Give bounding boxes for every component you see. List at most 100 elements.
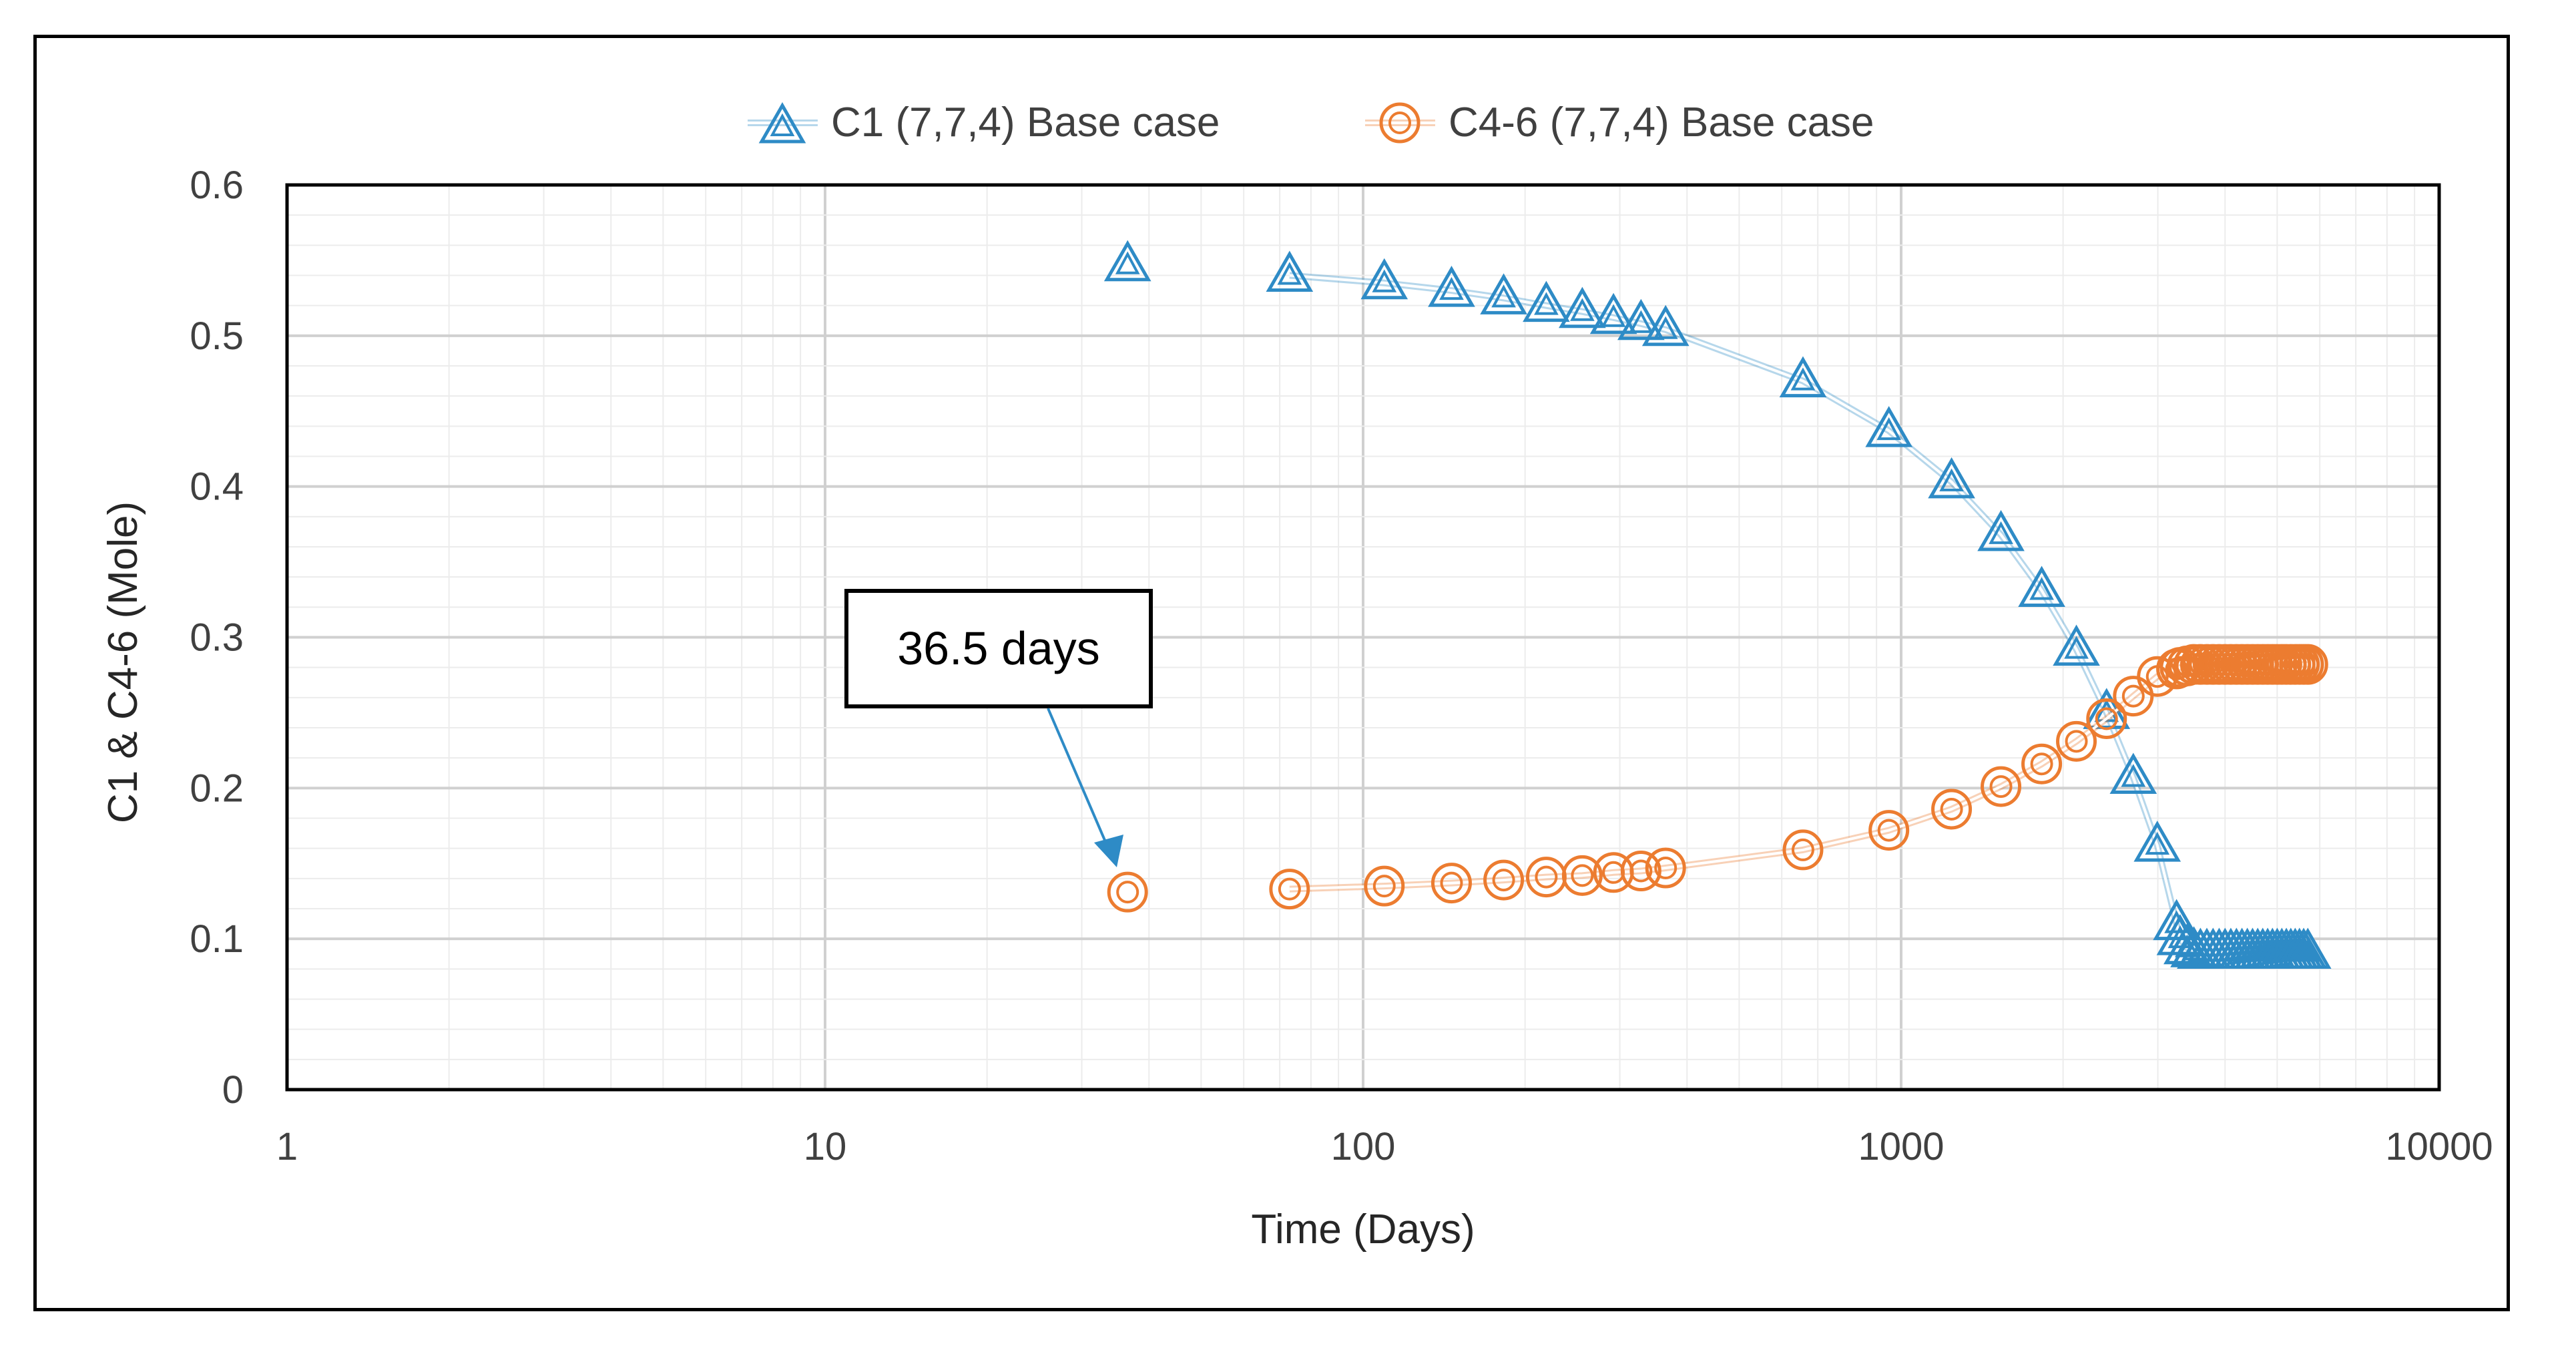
data-point-c46 [2287,644,2328,685]
x-axis-title: Time (Days) [1251,1206,1475,1253]
circle-inner [1388,111,1411,134]
y-tick-label: 0.1 [190,917,244,961]
triangle-outer [1641,304,1690,347]
y-tick-label: 0.4 [190,465,244,509]
circle-inner [1535,865,1558,889]
tick-labels: 1 10 100 1000 10000 0 0.1 0.2 0.3 0.4 0.5 0.6 [190,164,2493,1168]
circle-inner [2030,752,2053,776]
triangle-outer [1589,292,1637,334]
annotation-arrow-head [1094,835,1123,867]
triangle-outer [2018,566,2065,607]
circle-outer [1981,766,2022,807]
data-point-c46 [1868,810,1910,851]
circle-outer [2021,743,2063,784]
data-point-c1 [2284,927,2332,969]
circle-outer [1561,855,1603,896]
circle-inner [1571,864,1594,887]
series-layer [1103,240,2332,969]
chart-frame: 1 10 100 1000 10000 0 0.1 0.2 0.3 0.4 0.5 0.6 C1 (7… [33,35,2510,1311]
annotation-callout: 36.5 days [844,589,1153,867]
triangle-inner [1628,310,1653,333]
legend: C1 (7,7,4) Base case C4-6 (7,7,4) Base c… [748,99,1874,146]
triangle-inner [2121,764,2146,787]
legend-triangle [758,101,806,144]
data-point-c1 [1928,457,1975,499]
circle-outer [1868,810,1910,851]
circle-inner [1278,877,1301,901]
triangle-inner [2167,925,2193,949]
triangle-inner [1601,304,1626,327]
annotation-arrow-line [1047,708,1111,853]
data-point-c1 [2018,566,2065,607]
data-point-c1 [1779,356,1827,398]
triangle-inner [2145,831,2170,855]
triangle-outer [758,101,806,144]
data-point-c46 [1620,851,1661,892]
annotation-text: 36.5 days [897,622,1100,674]
circle-inner [1940,797,1963,821]
triangle-inner [2295,939,2320,962]
data-point-c1 [1589,292,1637,334]
triangle-outer [1428,266,1475,307]
triangle-inner [1989,521,2013,544]
data-point-c1 [1266,250,1314,292]
triangle-outer [2133,821,2181,862]
data-point-c1 [1360,258,1408,300]
data-point-c1 [1523,280,1570,322]
triangle-inner [1277,262,1302,285]
triangle-outer [1559,286,1606,328]
circle-outer [1620,851,1661,892]
circle-inner [1629,859,1653,883]
data-point-c46 [1981,766,2022,807]
y-tick-label: 0.5 [190,314,244,358]
triangle-inner [1653,316,1678,339]
triangle-inner [1790,367,1816,391]
data-point-c46 [1269,869,1310,910]
data-point-c46 [1107,871,1148,913]
triangle-outer [2153,899,2200,941]
y-tick-label: 0.2 [190,766,244,810]
circle-outer [1483,859,1525,901]
data-point-c46 [1483,859,1525,901]
y-axis-title: C1 & C4-6 (Mole) [100,501,146,823]
circle-outer [1931,789,1973,830]
circle-inner [1654,857,1678,880]
data-point-c1 [1617,298,1665,341]
triangle-outer [1103,240,1151,282]
x-tick-label: 10000 [2385,1125,2493,1168]
circle-inner [2121,684,2145,708]
x-tick-label: 100 [1331,1125,1396,1168]
triangle-inner [2029,577,2054,600]
data-point-c1 [2109,752,2157,795]
data-point-c1 [1977,509,2025,551]
triangle-outer [1360,258,1408,300]
y-tick-label: 0 [222,1068,244,1112]
circle-inner [1877,819,1900,842]
triangle-inner [1534,292,1559,315]
triangle-outer [2284,927,2332,969]
circle-inner [2095,707,2118,730]
data-point-c1 [1641,304,1690,347]
circle-outer [1269,869,1310,910]
data-point-c46 [1645,847,1686,889]
y-tick-label: 0.3 [190,616,244,660]
triangle-inner [1876,417,1902,441]
circle-inner [1492,869,1515,892]
triangle-inner [1939,468,1964,491]
triangle-outer [1266,250,1314,292]
circle-inner [2296,653,2320,676]
data-point-c46 [2056,720,2097,762]
triangle-outer [2053,624,2100,666]
data-point-c1 [1103,240,1151,282]
circle-inner [2065,730,2088,753]
circle-outer [1379,102,1421,144]
triangle-inner [1491,284,1516,308]
triangle-outer [1865,406,1912,447]
legend-c46-marker [1365,102,1435,144]
legend-c46-label: C4-6 (7,7,4) Base case [1449,99,1874,146]
data-point-c46 [1782,829,1824,871]
circle-outer [1431,863,1472,904]
data-point-c46 [2021,743,2063,784]
legend-circle [1379,102,1421,144]
legend-c1-label: C1 (7,7,4) Base case [831,99,1220,146]
